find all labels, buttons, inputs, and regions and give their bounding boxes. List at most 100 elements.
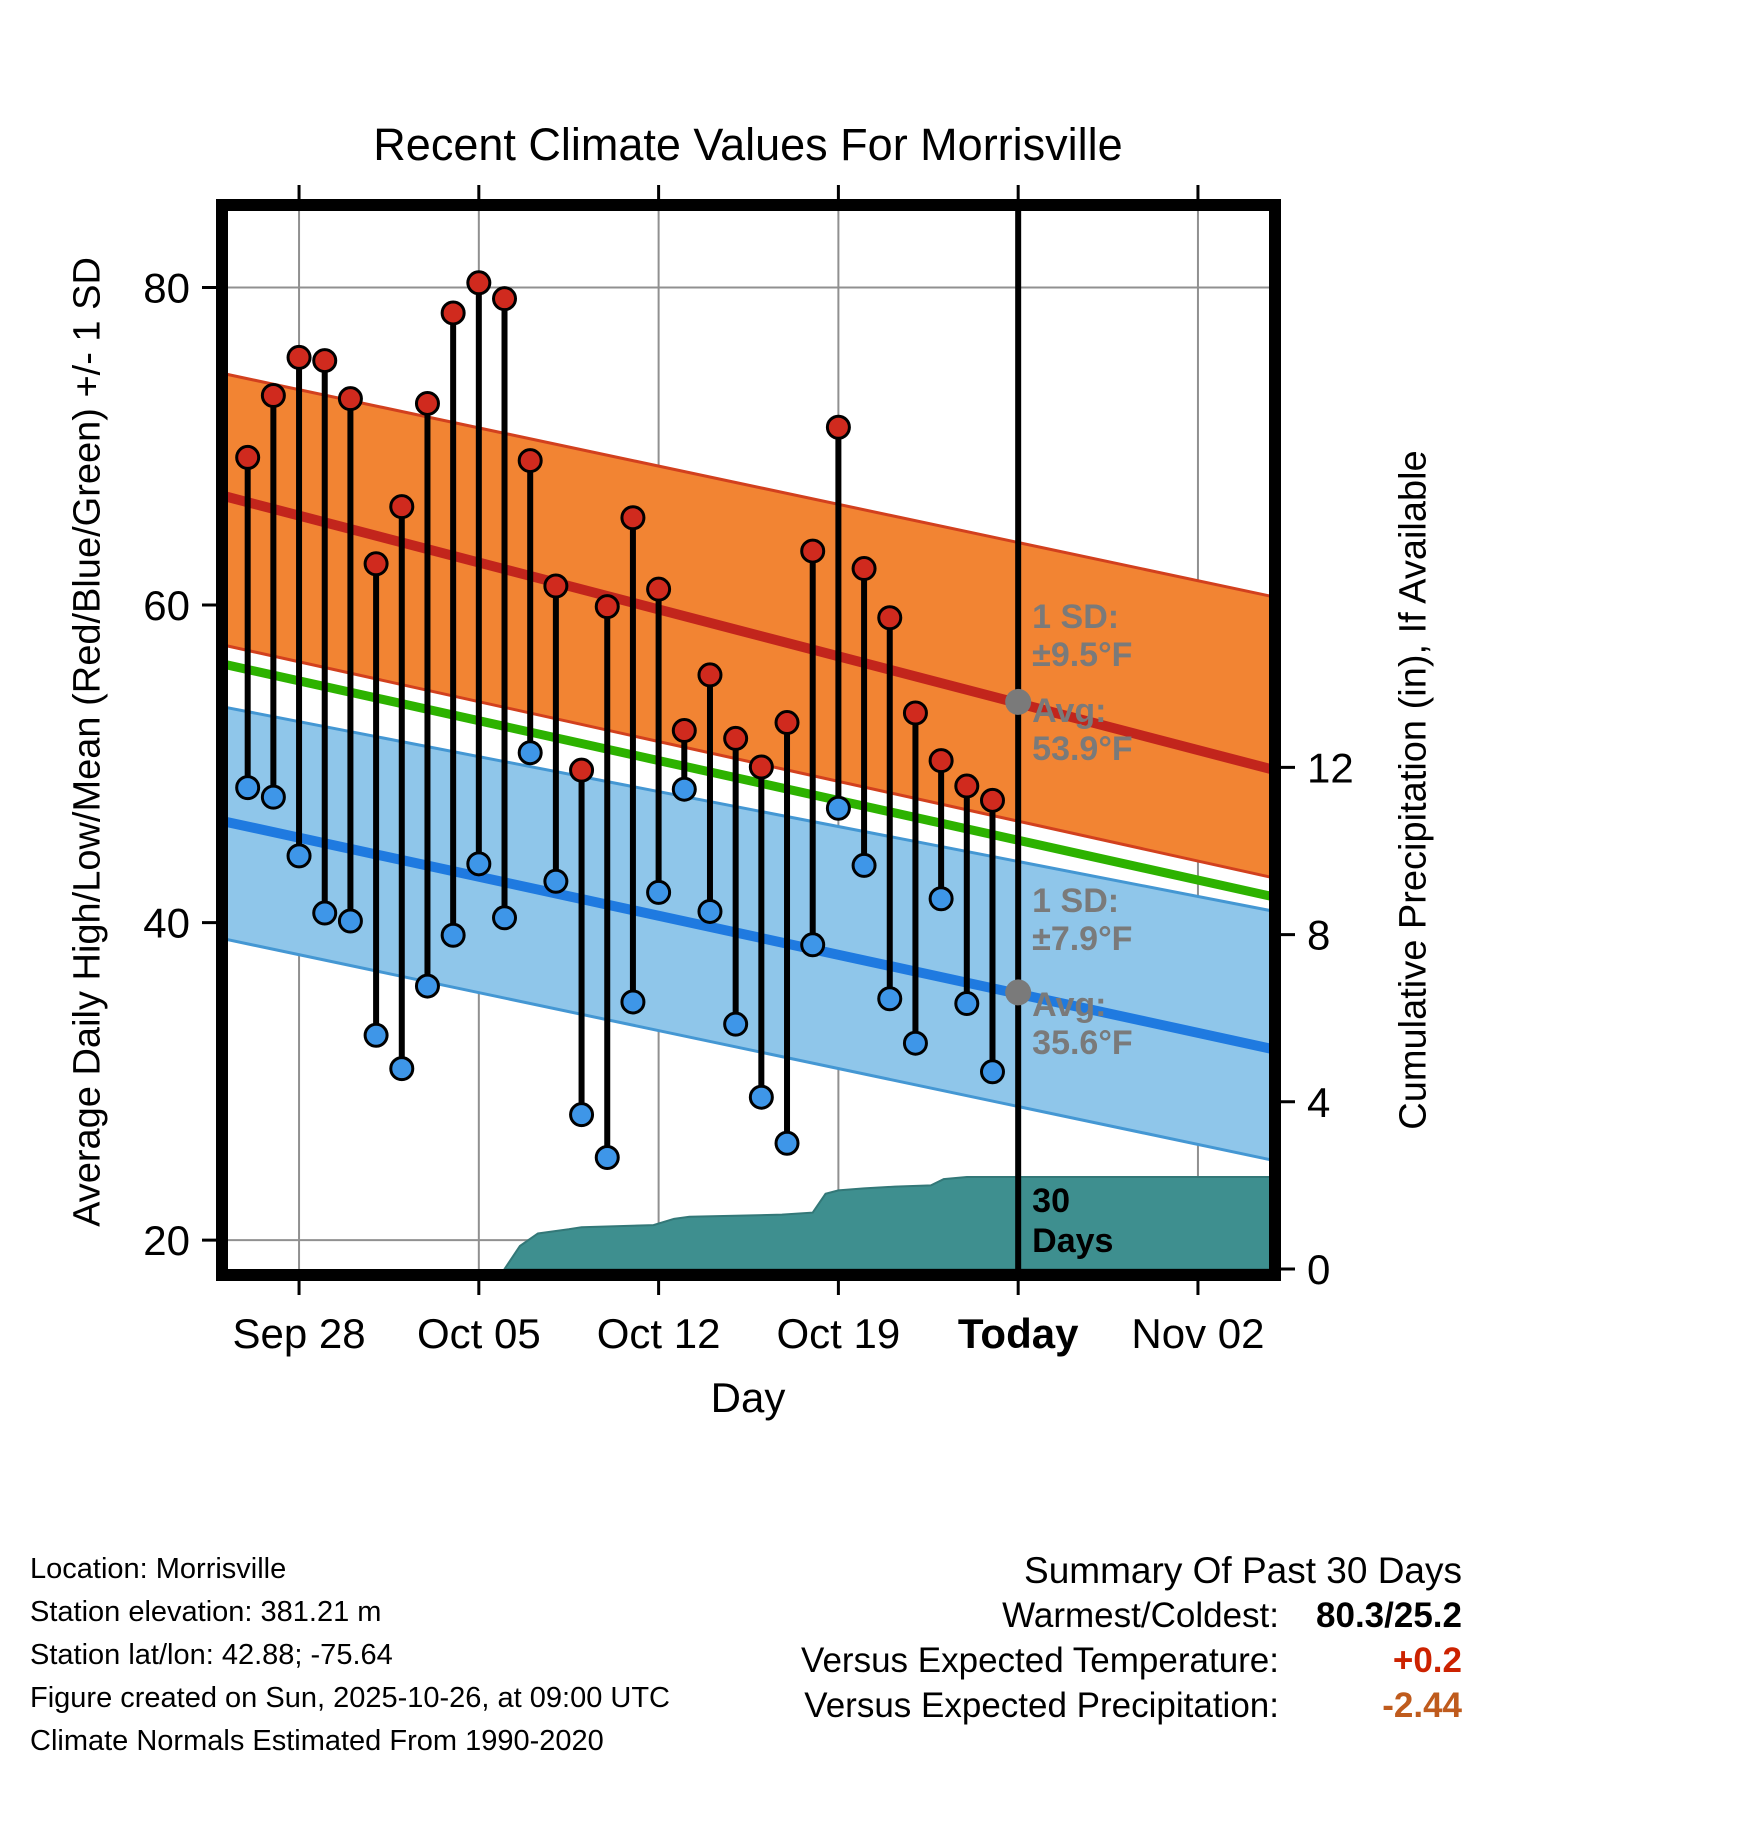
x-tick-label: Oct 05	[417, 1310, 541, 1357]
daily-low-dot	[723, 1011, 749, 1037]
daily-low-dot	[851, 852, 877, 878]
band-annotation: 35.6°F	[1032, 1024, 1133, 1062]
daily-low-dot	[543, 868, 569, 894]
summary-value: 80.3/25.2	[1316, 1596, 1462, 1635]
y-left-tick-label: 60	[143, 582, 190, 629]
y-right-tick-label: 12	[1307, 744, 1354, 791]
daily-low-dot	[466, 851, 492, 877]
y-right-tick-label: 0	[1307, 1246, 1330, 1293]
daily-high-dot	[748, 754, 774, 780]
daily-low-dot	[646, 879, 672, 905]
daily-low-dot	[440, 922, 466, 948]
daily-high-dot	[286, 344, 312, 370]
summary-label: Versus Expected Precipitation:	[804, 1686, 1279, 1725]
today-period-annotation: Days	[1032, 1222, 1113, 1260]
daily-high-dot	[825, 414, 851, 440]
high-normal-band-bottom-edge	[221, 643, 1276, 880]
summary-value: +0.2	[1392, 1641, 1462, 1680]
plot-border	[216, 199, 1281, 1281]
left-axis-title: Average Daily High/Low/Mean (Red/Blue/Gr…	[66, 257, 109, 1227]
daily-low-dot	[825, 795, 851, 821]
daily-low-dot	[902, 1030, 928, 1056]
daily-low-dot	[517, 740, 543, 766]
daily-high-dot	[620, 505, 646, 531]
daily-low-dot	[774, 1130, 800, 1156]
daily-low-dot	[800, 932, 826, 958]
band-annotation: ±7.9°F	[1032, 920, 1132, 958]
daily-high-dot	[312, 348, 338, 374]
daily-high-dot	[543, 573, 569, 599]
low-normal-line	[220, 816, 1277, 1055]
x-tick-label: Oct 12	[597, 1310, 721, 1357]
daily-high-dot	[492, 286, 518, 312]
daily-low-dot	[979, 1059, 1005, 1085]
right-axis-title: Cumulative Precipitation (in), If Availa…	[1392, 450, 1435, 1130]
daily-high-dot	[851, 556, 877, 582]
daily-high-dot	[723, 725, 749, 751]
band-annotation: 1 SD:	[1032, 598, 1119, 636]
daily-low-dot	[671, 776, 697, 802]
daily-high-dot	[235, 444, 261, 470]
daily-high-dot	[800, 538, 826, 564]
today-period-annotation: 30	[1032, 1182, 1070, 1220]
daily-high-dot	[954, 773, 980, 799]
today-low-avg-marker	[1005, 979, 1032, 1006]
figure-created: Figure created on Sun, 2025-10-26, at 09…	[30, 1682, 670, 1714]
daily-low-dot	[569, 1102, 595, 1128]
daily-low-dot	[260, 784, 286, 810]
daily-low-dot	[337, 908, 363, 934]
daily-high-dot	[979, 787, 1005, 813]
daily-low-dot	[389, 1056, 415, 1082]
x-tick-label: Sep 28	[232, 1310, 365, 1357]
daily-low-dot	[594, 1145, 620, 1171]
daily-high-dot	[902, 700, 928, 726]
band-annotation: Avg:	[1032, 692, 1106, 730]
daily-high-dot	[671, 717, 697, 743]
daily-high-dot	[877, 605, 903, 631]
daily-low-dot	[877, 986, 903, 1012]
daily-high-dot	[466, 270, 492, 296]
daily-high-dot	[337, 386, 363, 412]
normals-source: Climate Normals Estimated From 1990-2020	[30, 1725, 604, 1757]
summary-label: Warmest/Coldest:	[1002, 1596, 1279, 1635]
station-latlon: Station lat/lon: 42.88; -75.64	[30, 1639, 393, 1671]
station-location: Location: Morrisville	[30, 1553, 287, 1585]
page-title: Recent Climate Values For Morrisville	[373, 119, 1123, 170]
daily-high-dot	[414, 390, 440, 416]
today-high-avg-marker	[1005, 688, 1032, 715]
summary-heading: Summary Of Past 30 Days	[1024, 1550, 1462, 1591]
daily-high-dot	[928, 748, 954, 774]
cumulative-precip-area	[502, 1176, 1276, 1270]
daily-low-dot	[235, 775, 261, 801]
band-annotation: 53.9°F	[1032, 730, 1133, 768]
y-right-tick-label: 4	[1307, 1079, 1330, 1126]
daily-low-dot	[954, 991, 980, 1017]
x-tick-label: Nov 02	[1131, 1310, 1264, 1357]
daily-high-dot	[440, 300, 466, 326]
station-info: Location: Morrisville Station elevation:…	[30, 1548, 670, 1763]
daily-low-dot	[697, 898, 723, 924]
daily-high-dot	[260, 383, 286, 409]
x-tick-label: Oct 19	[777, 1310, 901, 1357]
daily-low-dot	[928, 886, 954, 912]
daily-high-dot	[389, 494, 415, 520]
y-right-tick-label: 8	[1307, 912, 1330, 959]
daily-high-dot	[569, 757, 595, 783]
daily-high-dot	[363, 551, 389, 577]
y-left-tick-label: 20	[143, 1217, 190, 1264]
band-annotation: 1 SD:	[1032, 882, 1119, 920]
summary-row: Versus Expected Precipitation: -2.44	[801, 1683, 1462, 1728]
summary-value: -2.44	[1382, 1686, 1462, 1725]
summary-row: Versus Expected Temperature: +0.2	[801, 1638, 1462, 1683]
x-axis-title: Day	[710, 1374, 786, 1421]
daily-low-dot	[312, 900, 338, 926]
x-tick-label: Today	[958, 1310, 1079, 1357]
station-elevation: Station elevation: 381.21 m	[30, 1596, 382, 1628]
daily-low-dot	[492, 905, 518, 931]
mean-normal-line	[221, 659, 1276, 902]
daily-low-dot	[414, 973, 440, 999]
daily-high-dot	[697, 662, 723, 688]
daily-low-dot	[363, 1022, 389, 1048]
